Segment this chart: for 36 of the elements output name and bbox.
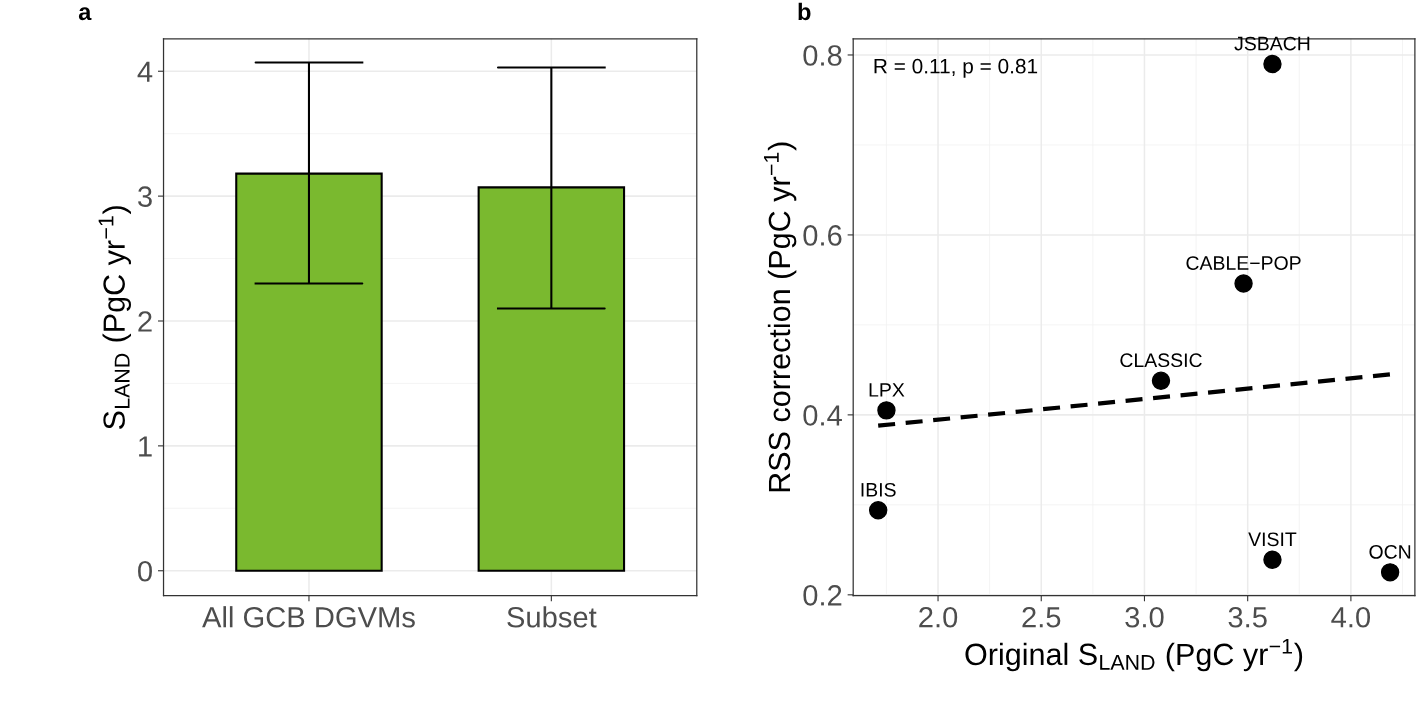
annotation: CABLE−POP [1186, 256, 1301, 270]
chart-title: a [78, 7, 92, 21]
annotation: IBIS [861, 482, 896, 497]
y-tick-label: 0.8 [803, 45, 842, 66]
x-tick-label: All GCB DGVMs [202, 606, 415, 628]
y-axis-title: S$_{LAND}$ (PgC yr$^{−1}$) [98, 206, 131, 430]
x-tick-label: 4.0 [1331, 606, 1371, 628]
point [1263, 54, 1282, 74]
point [1263, 550, 1282, 569]
point [1151, 371, 1171, 390]
point [868, 501, 888, 520]
y-tick-label: 1 [139, 436, 152, 457]
y-tick-label: 0.6 [803, 225, 842, 246]
x-tick-label: 2.5 [1022, 606, 1061, 628]
y-tick-label: 4 [137, 61, 153, 82]
point [877, 401, 896, 420]
x-tick-label: 3.5 [1228, 606, 1267, 628]
y-tick-label: 0 [138, 560, 152, 582]
x-tick-label: Subset [507, 606, 597, 628]
y-tick-label: 0.4 [803, 405, 842, 426]
annotation: OCN [1369, 545, 1411, 559]
annotation: VISIT [1248, 532, 1297, 547]
x-axis-title: Original S$_{LAND}$ (PgC yr$^{−1}$) [965, 638, 1303, 672]
chart-title: b [798, 2, 811, 21]
y-axis-title: RSS correction (PgC yr$^{−1}$) [763, 142, 797, 492]
annotation: CLASSIC [1120, 353, 1202, 368]
y-tick-label: 2 [138, 311, 152, 332]
x-tick-label: 3.0 [1125, 606, 1164, 628]
annotation: JSBACH [1234, 36, 1310, 51]
annotation: R = 0.11, p = 0.81 [874, 58, 1038, 78]
y-tick-label: 3 [138, 186, 152, 207]
point [1380, 563, 1400, 582]
y-tick-label: 0.2 [803, 585, 842, 606]
x-tick-label: 2.0 [919, 606, 958, 628]
point [1234, 274, 1253, 293]
annotation: LPX [869, 383, 905, 397]
